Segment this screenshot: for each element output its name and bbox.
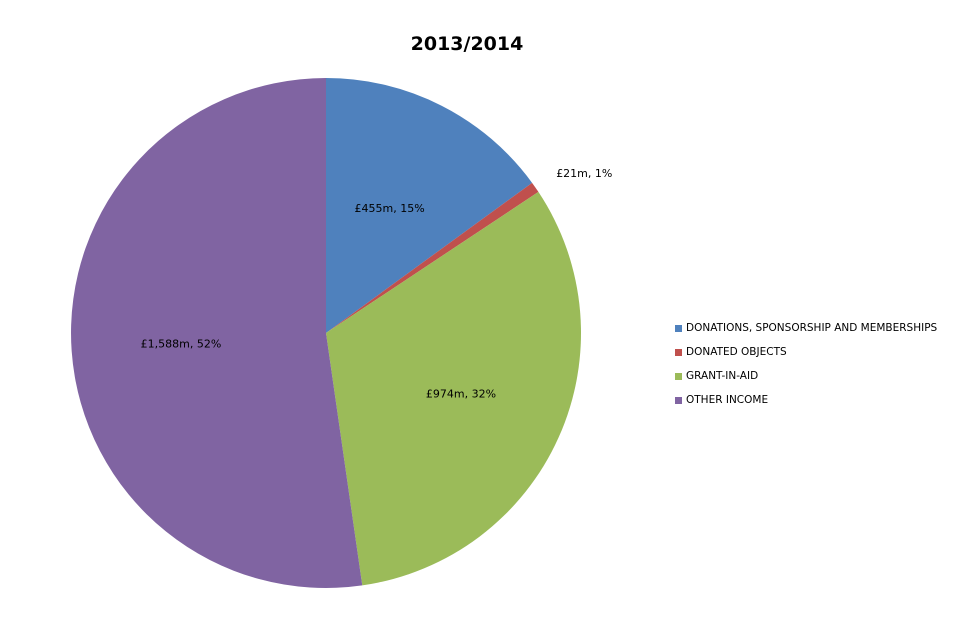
pie-slice-grant-in-aid xyxy=(326,191,582,586)
legend-swatch xyxy=(675,372,682,380)
pie-slice-other-income xyxy=(71,78,363,588)
legend-label: DONATIONS, SPONSORSHIP AND MEMBERSHIPS xyxy=(686,322,938,334)
chart-legend: DONATIONS, SPONSORSHIP AND MEMBERSHIPS DO… xyxy=(675,316,937,412)
legend-item-donated-objects: DONATED OBJECTS xyxy=(675,340,937,364)
legend-label: DONATED OBJECTS xyxy=(686,346,787,358)
legend-swatch xyxy=(675,348,682,356)
legend-item-other-income: OTHER INCOME xyxy=(675,388,937,412)
pie-slice-donated-objects xyxy=(326,182,539,333)
legend-swatch xyxy=(675,324,682,332)
data-label-other-income: £1,588m, 52% xyxy=(141,337,222,350)
legend-label: OTHER INCOME xyxy=(686,394,769,406)
legend-item-donations-sponsorship-and-memberships: DONATIONS, SPONSORSHIP AND MEMBERSHIPS xyxy=(675,316,937,340)
legend-label: GRANT-IN-AID xyxy=(686,370,759,382)
data-label-grant-in-aid: £974m, 32% xyxy=(426,387,496,400)
data-label-donations-sponsorship-and-memberships: £455m, 15% xyxy=(355,202,425,215)
legend-item-grant-in-aid: GRANT-IN-AID xyxy=(675,364,937,388)
legend-swatch xyxy=(675,396,682,404)
data-label-donated-objects: £21m, 1% xyxy=(556,167,612,180)
pie-slice-donations-sponsorship-and-memberships xyxy=(326,78,533,333)
chart-title: 2013/2014 xyxy=(410,33,524,55)
